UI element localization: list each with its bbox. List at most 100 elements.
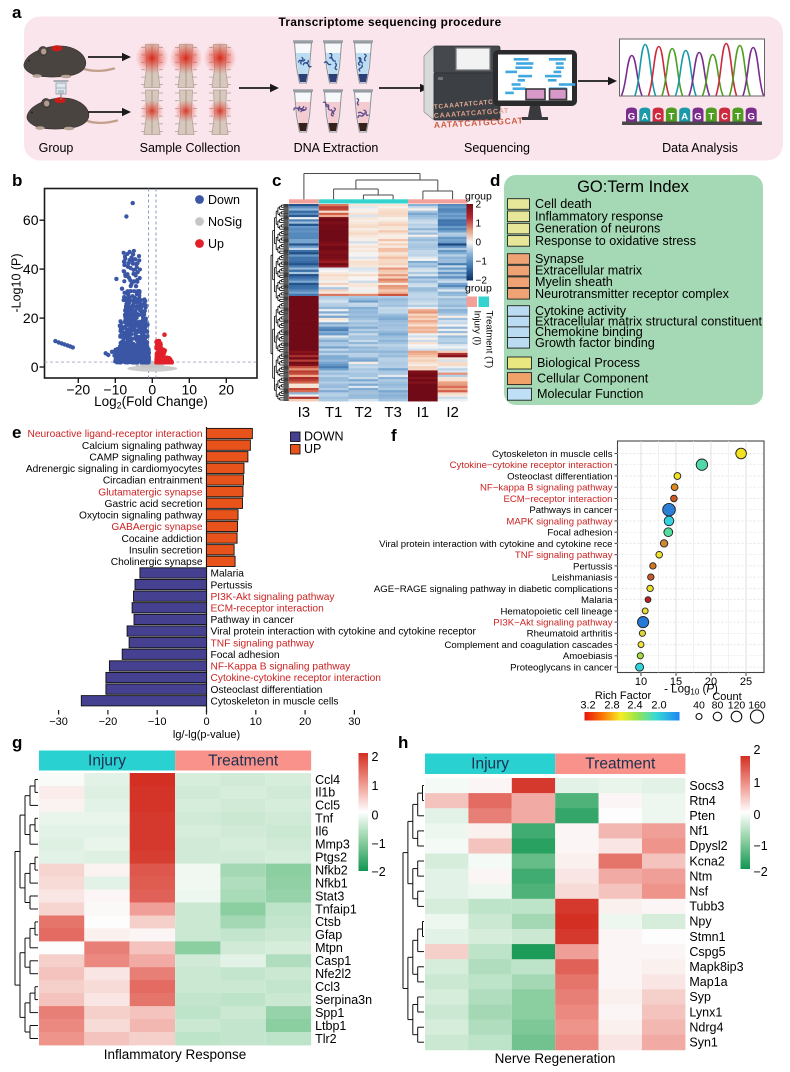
svg-text:Count: Count <box>712 691 741 703</box>
svg-text:G: G <box>694 112 701 123</box>
svg-text:2: 2 <box>476 200 482 211</box>
svg-text:A: A <box>641 112 648 123</box>
svg-text:G: G <box>748 112 755 123</box>
svg-text:10: 10 <box>182 382 198 398</box>
svg-text:60: 60 <box>23 212 39 228</box>
svg-text:GO:Term Index: GO:Term Index <box>577 178 690 196</box>
svg-text:−30: −30 <box>49 716 68 728</box>
svg-text:Generation of neurons: Generation of neurons <box>535 222 660 236</box>
svg-text:f: f <box>391 426 397 445</box>
svg-text:C: C <box>721 112 728 123</box>
svg-text:Pertussis: Pertussis <box>573 561 613 572</box>
svg-text:Injury (I): Injury (I) <box>472 311 483 346</box>
svg-text:TNF signaling pathway: TNF signaling pathway <box>211 638 316 649</box>
svg-text:Mtpn: Mtpn <box>315 941 343 955</box>
svg-text:3.2: 3.2 <box>580 700 595 712</box>
svg-text:Rich Factor: Rich Factor <box>595 690 652 702</box>
svg-text:Spp1: Spp1 <box>315 1006 344 1020</box>
svg-text:−2: −2 <box>476 276 488 287</box>
svg-text:Gastric acid secretion: Gastric acid secretion <box>105 499 203 510</box>
svg-text:Neurotransmitter receptor comp: Neurotransmitter receptor complex <box>535 287 730 301</box>
svg-text:Synapse: Synapse <box>535 252 584 266</box>
svg-text:Pathways in cancer: Pathways in cancer <box>529 505 613 516</box>
svg-text:0: 0 <box>754 808 761 822</box>
svg-text:0: 0 <box>148 382 156 398</box>
svg-text:20: 20 <box>23 310 39 326</box>
svg-text:Calcium signaling pathway: Calcium signaling pathway <box>82 441 204 452</box>
svg-text:Osteoclast differentiation: Osteoclast differentiation <box>211 685 323 696</box>
svg-text:Nfkb1: Nfkb1 <box>315 876 348 890</box>
svg-text:Hematopoietic cell lineage: Hematopoietic cell lineage <box>501 606 613 617</box>
svg-text:Map1a: Map1a <box>689 975 727 989</box>
svg-text:Cspg5: Cspg5 <box>689 945 725 959</box>
svg-text:Npy: Npy <box>689 915 712 929</box>
svg-text:Molecular Function: Molecular Function <box>537 387 643 401</box>
svg-text:80: 80 <box>712 700 724 712</box>
svg-text:I3: I3 <box>298 404 311 421</box>
svg-text:Tnf: Tnf <box>315 812 334 826</box>
svg-text:Up: Up <box>208 237 224 251</box>
svg-text:30: 30 <box>348 716 360 728</box>
svg-text:20: 20 <box>705 676 717 688</box>
svg-text:Nsf: Nsf <box>689 885 708 899</box>
svg-text:Treatment: Treatment <box>585 756 656 773</box>
svg-text:Extracellular matrix structura: Extracellular matrix structural constitu… <box>535 315 762 329</box>
svg-text:40: 40 <box>23 261 39 277</box>
svg-text:g: g <box>12 733 22 752</box>
svg-text:Cytoskeleton in muscle cells: Cytoskeleton in muscle cells <box>492 449 613 460</box>
svg-text:UP: UP <box>304 442 321 456</box>
svg-text:Nerve Regeneration: Nerve Regeneration <box>495 1051 616 1066</box>
svg-text:Ltbp1: Ltbp1 <box>315 1019 346 1033</box>
svg-text:AGE−RAGE signaling pathway in: AGE−RAGE signaling pathway in diabetic c… <box>374 584 613 595</box>
svg-text:T2: T2 <box>355 404 373 421</box>
svg-text:1: 1 <box>372 779 379 793</box>
svg-text:Ctsb: Ctsb <box>315 915 341 929</box>
svg-text:Biological Process: Biological Process <box>537 356 640 370</box>
svg-text:Tubb3: Tubb3 <box>689 900 724 914</box>
svg-text:Cocaine addiction: Cocaine addiction <box>122 534 203 545</box>
svg-text:Ccl5: Ccl5 <box>315 799 340 813</box>
svg-text:Malaria: Malaria <box>581 595 613 606</box>
svg-text:DOWN: DOWN <box>304 430 344 444</box>
svg-text:group: group <box>465 283 492 295</box>
svg-text:Serpina3n: Serpina3n <box>315 993 372 1007</box>
svg-text:Cellular Component: Cellular Component <box>537 372 649 386</box>
svg-text:Cytokine-cytokine receptor int: Cytokine-cytokine receptor interaction <box>211 673 381 684</box>
svg-text:Nf1: Nf1 <box>689 824 709 838</box>
svg-text:Il1b: Il1b <box>315 786 335 800</box>
svg-text:Ccl4: Ccl4 <box>315 773 340 787</box>
svg-text:GABAergic synapse: GABAergic synapse <box>111 522 202 533</box>
svg-text:Injury: Injury <box>471 756 509 773</box>
svg-text:−1: −1 <box>754 839 768 853</box>
svg-text:ECM−receptor interaction: ECM−receptor interaction <box>503 494 612 505</box>
svg-text:Inflammatory Response: Inflammatory Response <box>104 1047 247 1062</box>
svg-text:−1: −1 <box>476 257 488 268</box>
svg-text:0: 0 <box>203 716 209 728</box>
svg-text:Stat3: Stat3 <box>315 889 344 903</box>
svg-text:−1: −1 <box>372 837 386 851</box>
svg-text:20: 20 <box>219 382 235 398</box>
svg-text:20: 20 <box>299 716 311 728</box>
svg-text:group: group <box>465 191 492 203</box>
svg-text:Myelin sheath: Myelin sheath <box>535 275 613 289</box>
svg-text:−20: −20 <box>66 382 90 398</box>
svg-text:Stmn1: Stmn1 <box>689 930 725 944</box>
svg-text:I2: I2 <box>446 404 459 421</box>
svg-text:15: 15 <box>670 676 682 688</box>
svg-text:Gfap: Gfap <box>315 928 342 942</box>
svg-text:T: T <box>668 112 674 123</box>
svg-text:Data Analysis: Data Analysis <box>662 141 738 155</box>
svg-text:b: b <box>12 171 22 190</box>
svg-text:Kcna2: Kcna2 <box>689 854 724 868</box>
svg-text:Cell death: Cell death <box>535 197 592 211</box>
svg-text:Adrenergic signaling in cardio: Adrenergic signaling in cardiomyocytes <box>26 464 203 475</box>
svg-text:2: 2 <box>372 750 379 764</box>
svg-text:Focal adhesion: Focal adhesion <box>211 650 280 661</box>
svg-text:Nfe2l2: Nfe2l2 <box>315 967 351 981</box>
svg-text:NF-Kappa B signaling pathway: NF-Kappa B signaling pathway <box>211 662 352 673</box>
svg-text:1: 1 <box>754 776 761 790</box>
svg-text:c: c <box>272 171 281 190</box>
svg-text:2.4: 2.4 <box>627 700 642 712</box>
svg-text:Tnfaip1: Tnfaip1 <box>315 902 357 916</box>
svg-text:2.0: 2.0 <box>651 700 666 712</box>
